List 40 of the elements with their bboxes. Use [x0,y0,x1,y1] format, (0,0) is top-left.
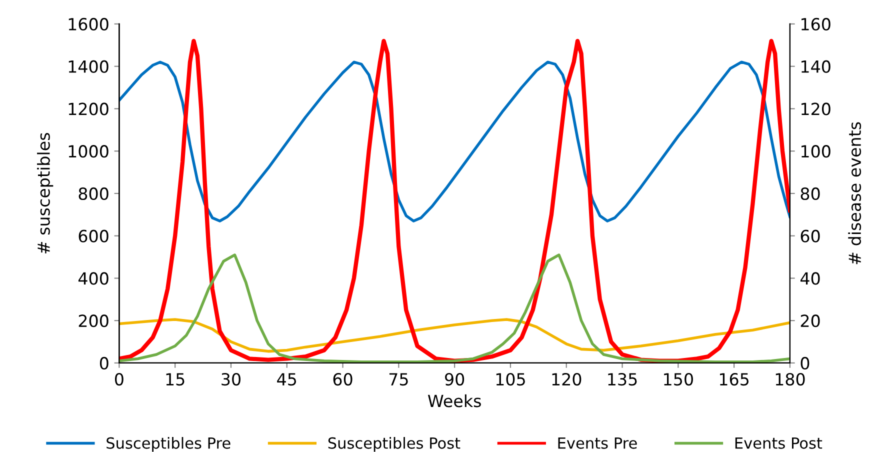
legend-label: Events Pre [558,437,637,449]
y2-tick-label: 20 [800,314,820,328]
x-tick-label: 165 [720,372,749,386]
line-series [119,60,790,222]
y2-tick-label: 80 [800,187,820,200]
x-axis-title: Weeks [428,394,481,408]
y2-tick-label: 0 [800,356,810,370]
y-tick-label: 600 [78,230,108,242]
y-tick-label: 200 [78,314,108,328]
x-tick-label: 75 [389,373,408,386]
y2-tick-label: 60 [800,230,820,242]
x-tick-label: 105 [496,372,525,386]
y-tick-label: 800 [78,187,108,200]
y-tick-label: 1600 [68,18,108,31]
y-tick-label: 0 [100,356,108,370]
y2-tick-label: 120 [802,102,830,116]
y-tick-label: 1200 [68,102,108,116]
x-tick-label: 135 [608,372,637,386]
y2-tick-label: 100 [802,145,830,158]
y2-tick-label: 140 [802,60,830,73]
x-tick-label: 150 [664,372,693,386]
y2-tick-label: 40 [800,272,820,285]
x-tick-label: 120 [552,372,582,386]
y-axis-title: # susceptibles [37,133,54,254]
x-tick-label: 15 [166,373,184,386]
y-tick-label: 1000 [68,145,108,158]
legend-label: Susceptibles Post [328,437,460,452]
line-series [119,318,790,353]
legend-label: Events Post [735,437,822,449]
x-tick-label: 60 [333,372,352,386]
x-tick-label: 30 [222,372,240,386]
x-tick-label: 90 [445,372,464,386]
y2-axis-title: # disease events [848,122,862,264]
y-tick-label: 400 [78,272,108,285]
y2-tick-label: 160 [802,18,830,31]
y-tick-label: 1400 [68,60,108,73]
x-tick-label: 45 [277,373,296,386]
x-tick-label: 0 [114,372,124,386]
legend-label: Susceptibles Pre [106,437,230,452]
x-tick-label: 180 [776,372,805,386]
